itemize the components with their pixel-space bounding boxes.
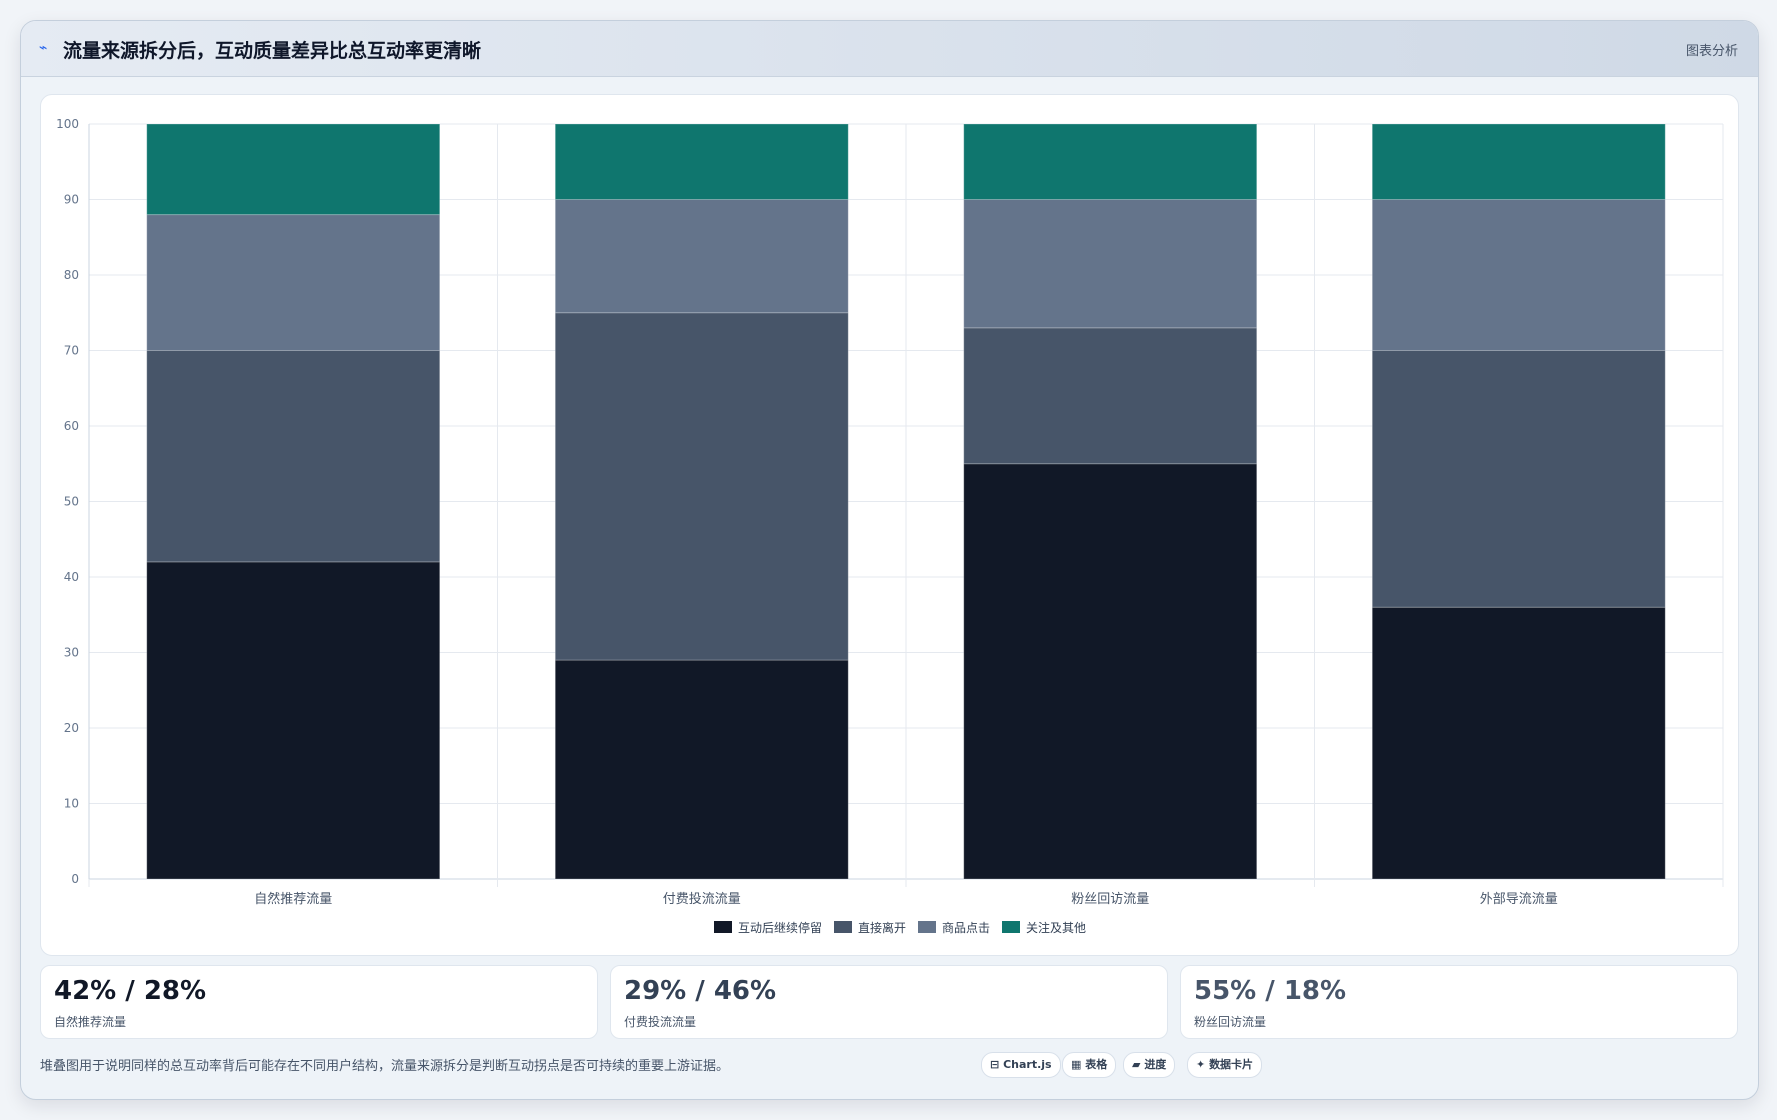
- chartjs-pill[interactable]: ⊟ Chart.js: [981, 1052, 1061, 1078]
- legend-swatch: [714, 921, 732, 933]
- page-title: 流量来源拆分后，互动质量差异比总互动率更清晰: [63, 40, 482, 62]
- y-tick-label: 40: [64, 570, 79, 584]
- y-tick-label: 90: [64, 193, 79, 207]
- card-header: ⌁ 流量来源拆分后，互动质量差异比总互动率更清晰 图表分析: [21, 21, 1758, 77]
- legend-label: 关注及其他: [1026, 920, 1086, 935]
- legend-swatch: [834, 921, 852, 933]
- legend-label: 互动后继续停留: [738, 920, 822, 935]
- chart-icon: ⊟: [990, 1058, 1000, 1071]
- stacked-bar-chart: 0 10 20 30 40 50 60 70 80 90 100 自然推荐流量 付费投流流量 粉丝回访流量…: [56, 117, 1724, 935]
- x-tick-label: 外部导流流量: [1480, 892, 1558, 907]
- stat-label: 粉丝回访流量: [1194, 1015, 1267, 1029]
- bar-segment: [146, 123, 441, 216]
- stat-label: 自然推荐流量: [54, 1015, 127, 1029]
- legend-label: 商品点击: [942, 920, 990, 935]
- stat-value: 29% / 46%: [624, 976, 777, 1006]
- y-tick-label: 30: [64, 646, 79, 660]
- stat-label: 付费投流流量: [624, 1015, 697, 1029]
- chart-line-icon: ⌁: [39, 40, 48, 56]
- bar-segment: [963, 123, 1258, 200]
- x-tick-label: 付费投流流量: [663, 891, 741, 907]
- stat-card-organic: 42% / 28% 自然推荐流量: [40, 965, 598, 1039]
- bar-segment: [963, 463, 1258, 880]
- bar-segment: [1371, 199, 1666, 351]
- data-card-icon: ✦: [1196, 1058, 1206, 1071]
- bar-segment: [554, 312, 849, 661]
- bar-segment: [554, 123, 849, 200]
- y-tick-label: 100: [56, 117, 79, 131]
- table-pill[interactable]: ▦ 表格: [1062, 1052, 1117, 1078]
- bar-segment: [146, 561, 441, 880]
- bar-segment: [1371, 123, 1666, 200]
- y-tick-label: 60: [64, 419, 79, 433]
- bar-segment: [554, 659, 849, 880]
- stat-value: 55% / 18%: [1194, 976, 1347, 1006]
- chart-panel: 0 10 20 30 40 50 60 70 80 90 100 自然推荐流量 付费投流流量 粉丝回访流量…: [40, 94, 1739, 956]
- y-tick-label: 10: [64, 797, 79, 811]
- bar-segment: [1371, 606, 1666, 880]
- legend-swatch: [918, 921, 936, 933]
- y-tick-label: 50: [64, 495, 79, 509]
- pill-label: 表格: [1085, 1058, 1108, 1071]
- stat-value: 42% / 28%: [54, 976, 207, 1006]
- bar-segment: [1371, 350, 1666, 608]
- y-tick-label: 70: [64, 344, 79, 358]
- bar-segment: [963, 199, 1258, 329]
- progress-pill[interactable]: ▰ 进度: [1123, 1052, 1176, 1078]
- bar-segment: [146, 214, 441, 351]
- y-tick-label: 20: [64, 721, 79, 735]
- pill-label: 进度: [1144, 1058, 1167, 1071]
- stat-card-fans: 55% / 18% 粉丝回访流量: [1180, 965, 1738, 1039]
- y-tick-label: 0: [71, 872, 79, 886]
- stat-card-paid: 29% / 46% 付费投流流量: [610, 965, 1168, 1039]
- footer-note: 堆叠图用于说明同样的总互动率背后可能存在不同用户结构，流量来源拆分是判断互动拐点…: [40, 1059, 730, 1074]
- x-tick-label: 自然推荐流量: [254, 891, 332, 907]
- legend-label: 直接离开: [858, 920, 906, 935]
- table-icon: ▦: [1071, 1058, 1082, 1071]
- x-tick-label: 粉丝回访流量: [1071, 892, 1149, 907]
- y-tick-label: 80: [64, 268, 79, 282]
- bar-segment: [554, 199, 849, 314]
- bar-segment: [963, 327, 1258, 465]
- progress-icon: ▰: [1132, 1058, 1141, 1071]
- bar-segment: [146, 350, 441, 563]
- legend-swatch: [1002, 921, 1020, 933]
- pill-label: Chart.js: [1003, 1058, 1052, 1071]
- pill-label: 数据卡片: [1209, 1058, 1254, 1071]
- data-card-pill[interactable]: ✦ 数据卡片: [1187, 1052, 1263, 1078]
- chart-card: ⌁ 流量来源拆分后，互动质量差异比总互动率更清晰 图表分析 0 10 20 30 40 5…: [20, 20, 1759, 1100]
- chart-analysis-label: 图表分析: [1685, 44, 1738, 59]
